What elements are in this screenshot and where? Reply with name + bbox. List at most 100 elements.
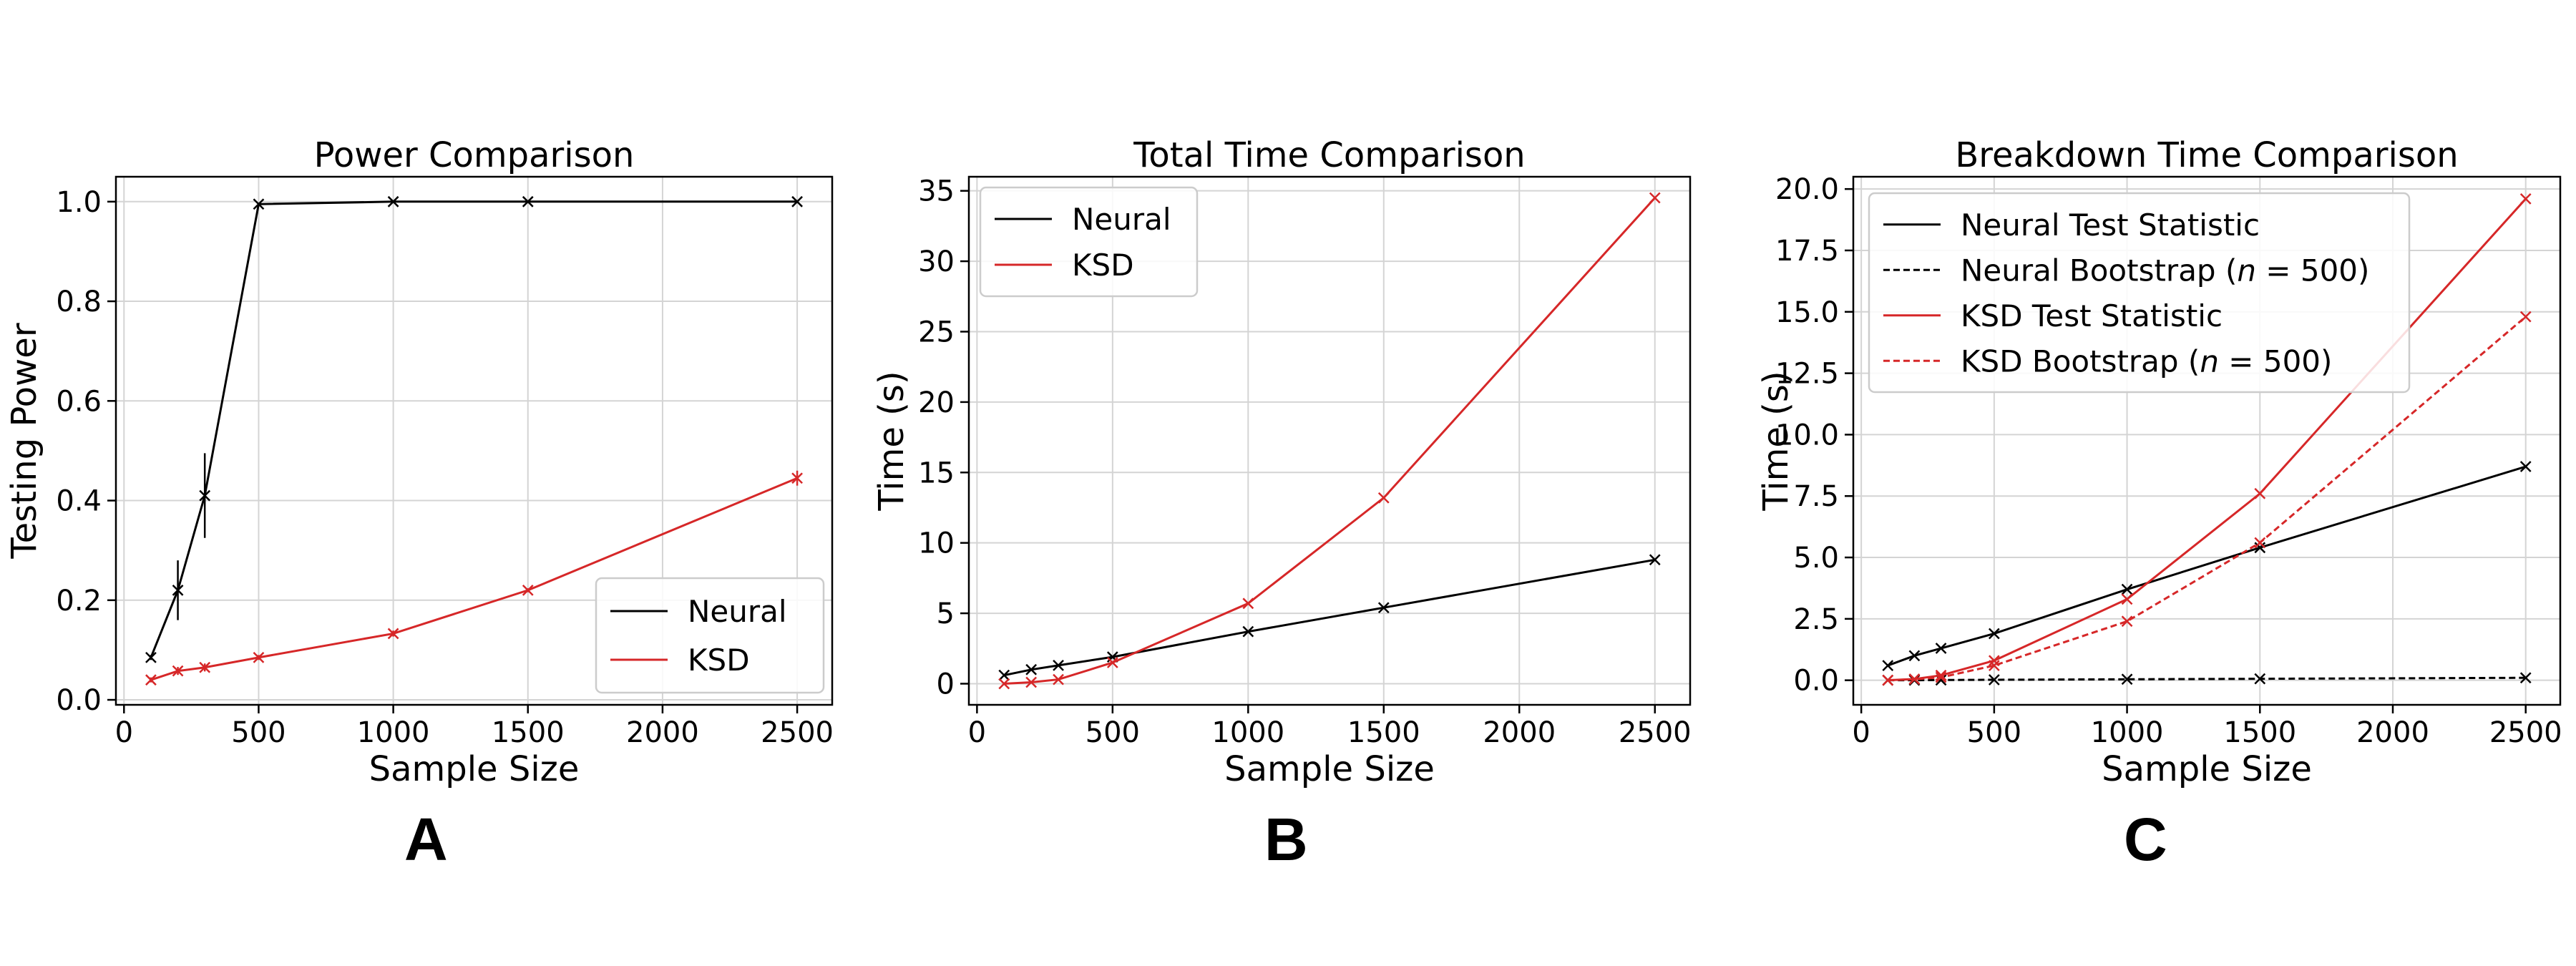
data-point bbox=[1025, 676, 1038, 688]
y-tick-label: 15.0 bbox=[1775, 296, 1839, 329]
data-point bbox=[172, 665, 184, 677]
y-tick-label: 10 bbox=[918, 527, 955, 560]
data-point bbox=[2254, 542, 2266, 554]
legend: Neural Test Statistic Neural Bootstrap (n… bbox=[1868, 192, 2411, 394]
y-tick-label: 5 bbox=[937, 597, 955, 630]
data-point bbox=[2121, 615, 2133, 628]
x-tick-label: 500 bbox=[231, 716, 286, 749]
y-tick-label: 1.0 bbox=[56, 186, 102, 219]
plot-frame bbox=[114, 175, 834, 706]
legend-label: Neural Test Statistic bbox=[1961, 208, 2260, 243]
x-tick-label: 2000 bbox=[2356, 716, 2429, 749]
data-point bbox=[1988, 674, 2000, 686]
data-point bbox=[2519, 672, 2532, 684]
data-point bbox=[998, 678, 1010, 690]
series-ksd bbox=[998, 192, 1661, 690]
chart-panel-1: 0 500 1000 1500 2000 2500 0.0 0.2 0.4 0.6 0.8 1.0 Po… bbox=[4, 135, 834, 789]
plot-frame bbox=[967, 175, 1692, 706]
x-tick-label: 2500 bbox=[1619, 716, 1692, 749]
legend: Neural KSD bbox=[979, 186, 1199, 298]
x-tick-label: 0 bbox=[115, 716, 133, 749]
y-tick-label: 17.5 bbox=[1775, 235, 1839, 268]
legend: Neural KSD bbox=[595, 577, 825, 694]
legend-box bbox=[1868, 192, 2411, 394]
x-tick-label: 2500 bbox=[761, 716, 834, 749]
data-point bbox=[1242, 625, 1254, 638]
x-axis-label: Sample Size bbox=[369, 749, 580, 789]
y-tick-label: 25 bbox=[918, 316, 955, 348]
x-tick-label: 0 bbox=[1852, 716, 1870, 749]
x-tick-label: 500 bbox=[1085, 716, 1140, 749]
data-point bbox=[2519, 311, 2532, 323]
data-point bbox=[2254, 487, 2266, 499]
data-point bbox=[1908, 650, 1921, 662]
series-neural-test-statistic bbox=[1882, 461, 2532, 671]
data-point bbox=[145, 651, 157, 663]
x-tick-label: 2000 bbox=[626, 716, 699, 749]
data-point bbox=[387, 628, 399, 640]
y-axis-label: Testing Power bbox=[4, 323, 44, 559]
data-point bbox=[387, 195, 399, 208]
chart-panel-3: 0 500 1000 1500 2000 2500 0.0 2.5 5.0 7.5 10.0 12.5… bbox=[1756, 135, 2562, 789]
data-point bbox=[1649, 192, 1661, 204]
data-point bbox=[1649, 554, 1661, 566]
data-point bbox=[791, 472, 803, 484]
x-tick-label: 2000 bbox=[1483, 716, 1556, 749]
data-point bbox=[1242, 597, 1254, 610]
legend-label: KSD bbox=[1072, 248, 1134, 283]
chart-title: Breakdown Time Comparison bbox=[1955, 135, 2458, 175]
legend-box bbox=[979, 186, 1199, 298]
data-point bbox=[1025, 663, 1038, 675]
data-point bbox=[1988, 628, 2000, 640]
series-line bbox=[1003, 558, 1655, 677]
x-tick-label: 1000 bbox=[2091, 716, 2164, 749]
y-tick-label: 0.8 bbox=[56, 286, 102, 318]
data-point bbox=[1377, 602, 1390, 614]
x-tick-label: 1000 bbox=[357, 716, 430, 749]
legend-label: Neural bbox=[1072, 202, 1171, 237]
y-tick-label: 0.0 bbox=[1793, 665, 1839, 698]
legend-label: KSD Test Statistic bbox=[1961, 298, 2223, 333]
data-point bbox=[2254, 537, 2266, 549]
y-tick-label: 20 bbox=[918, 386, 955, 419]
y-tick-label: 35 bbox=[918, 175, 955, 208]
y-tick-label: 30 bbox=[918, 245, 955, 278]
data-point bbox=[1106, 657, 1118, 668]
legend-label: Neural Bootstrap (n = 500) bbox=[1961, 253, 2369, 288]
y-tick-label: 20.0 bbox=[1775, 173, 1839, 206]
series-ksd-bootstrap-n-500 bbox=[1882, 311, 2532, 686]
chart-title: Total Time Comparison bbox=[1133, 135, 1525, 175]
legend-label: Neural bbox=[688, 594, 787, 629]
data-point bbox=[2121, 673, 2133, 686]
y-tick-label: 0.4 bbox=[56, 485, 102, 518]
x-tick-label: 1500 bbox=[492, 716, 565, 749]
x-axis-label: Sample Size bbox=[2102, 749, 2312, 789]
data-point bbox=[522, 584, 534, 596]
data-point bbox=[522, 195, 534, 208]
legend-box bbox=[595, 577, 825, 694]
legend-label: KSD bbox=[688, 643, 750, 678]
y-tick-label: 7.5 bbox=[1793, 480, 1839, 513]
data-point bbox=[791, 195, 803, 208]
panel-label-c: C bbox=[2124, 806, 2167, 873]
x-tick-label: 500 bbox=[1967, 716, 2021, 749]
data-point bbox=[1053, 660, 1064, 671]
chart-title: Power Comparison bbox=[314, 135, 635, 175]
y-tick-label: 15 bbox=[918, 457, 955, 489]
x-tick-label: 1500 bbox=[2223, 716, 2296, 749]
series-ksd bbox=[145, 470, 803, 686]
y-tick-label: 0.2 bbox=[56, 585, 102, 618]
data-point bbox=[1377, 492, 1390, 504]
y-axis-label: Time (s) bbox=[872, 371, 912, 511]
data-point bbox=[253, 651, 265, 663]
legend-label: KSD Bootstrap (n = 500) bbox=[1961, 343, 2332, 379]
data-point bbox=[1882, 660, 1894, 671]
data-point bbox=[2519, 193, 2532, 205]
y-tick-label: 0.6 bbox=[56, 385, 102, 418]
series-neural bbox=[998, 554, 1661, 681]
plot-frame bbox=[1852, 175, 2562, 706]
data-point bbox=[1053, 673, 1064, 686]
x-tick-label: 2500 bbox=[2489, 716, 2562, 749]
data-point bbox=[1935, 643, 1947, 654]
